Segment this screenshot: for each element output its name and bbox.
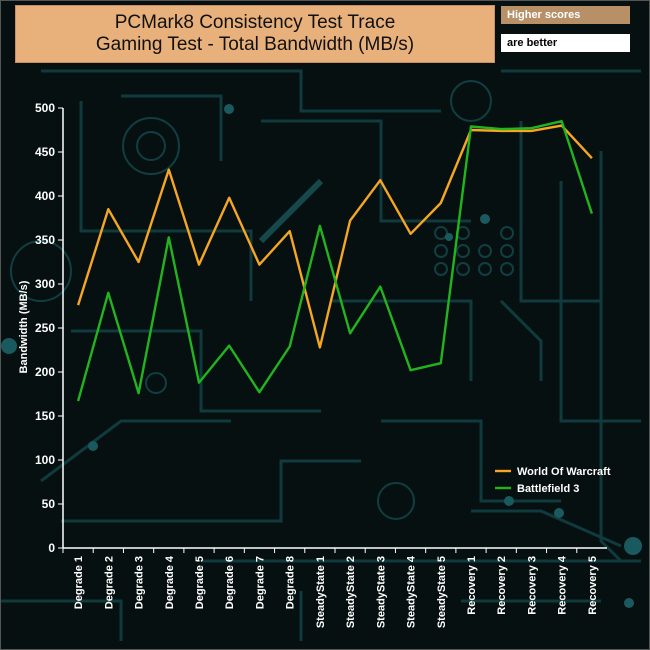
x-tick-label: Degrade 1 [73,556,85,609]
x-tick-label: Degrade 8 [285,556,297,609]
legend-label-2: Battlefield 3 [517,483,579,495]
title-line-2: Gaming Test - Total Bandwidth (MB/s) [95,34,415,55]
series-lines [76,119,594,402]
y-tick-label: 350 [35,233,55,247]
x-tick-label: SteadyState 5 [436,556,448,628]
x-tick-label: SteadyState 1 [315,556,327,628]
axes [58,107,607,553]
x-tick-label: Degrade 5 [194,556,206,609]
series-line-1 [76,124,593,349]
x-tick-label: Degrade 3 [134,556,146,609]
y-tick-label: 500 [35,101,55,115]
y-tick-label: 300 [35,277,55,291]
chart-title: PCMark8 Consistency Test Trace Gaming Te… [15,5,495,63]
x-tick-label: SteadyState 2 [345,556,357,628]
x-tick-label: Recovery 3 [526,556,538,615]
series-line-2 [76,119,594,402]
are-better-note: are better [501,34,630,52]
higher-scores-note: Higher scores [501,6,630,24]
y-axis-label: Bandwidth (MB/s) [18,280,30,373]
x-tick-label: Recovery 4 [557,555,569,615]
x-tick-labels: Degrade 1 Degrade 2 Degrade 3 Degrade 4 Degr… [73,555,599,628]
x-tick-label: Degrade 7 [254,556,266,609]
x-tick-label: Degrade 6 [224,556,236,609]
x-tick-label: SteadyState 3 [375,556,387,628]
title-line-1: PCMark8 Consistency Test Trace [114,12,396,33]
x-tick-label: SteadyState 4 [406,555,418,628]
x-tick-label: Degrade 4 [164,555,176,609]
legend: World Of Warcraft Battlefield 3 [495,466,611,495]
x-tick-label: Degrade 2 [103,556,115,609]
y-tick-label: 200 [35,365,55,379]
y-tick-label: 400 [35,189,55,203]
y-tick-label: 150 [35,409,55,423]
y-tick-label: 0 [48,541,55,555]
y-tick-label: 100 [35,453,55,467]
y-tick-label: 50 [42,497,56,511]
y-tick-label: 450 [35,145,55,159]
x-tick-label: Recovery 5 [587,556,599,615]
x-tick-label: Recovery 1 [466,556,478,615]
y-tick-label: 250 [35,321,55,335]
x-tick-label: Recovery 2 [496,556,508,615]
legend-label-1: World Of Warcraft [517,466,611,478]
y-tick-labels: 0 50 100 150 200 250 300 350 400 450 500 [35,101,55,555]
